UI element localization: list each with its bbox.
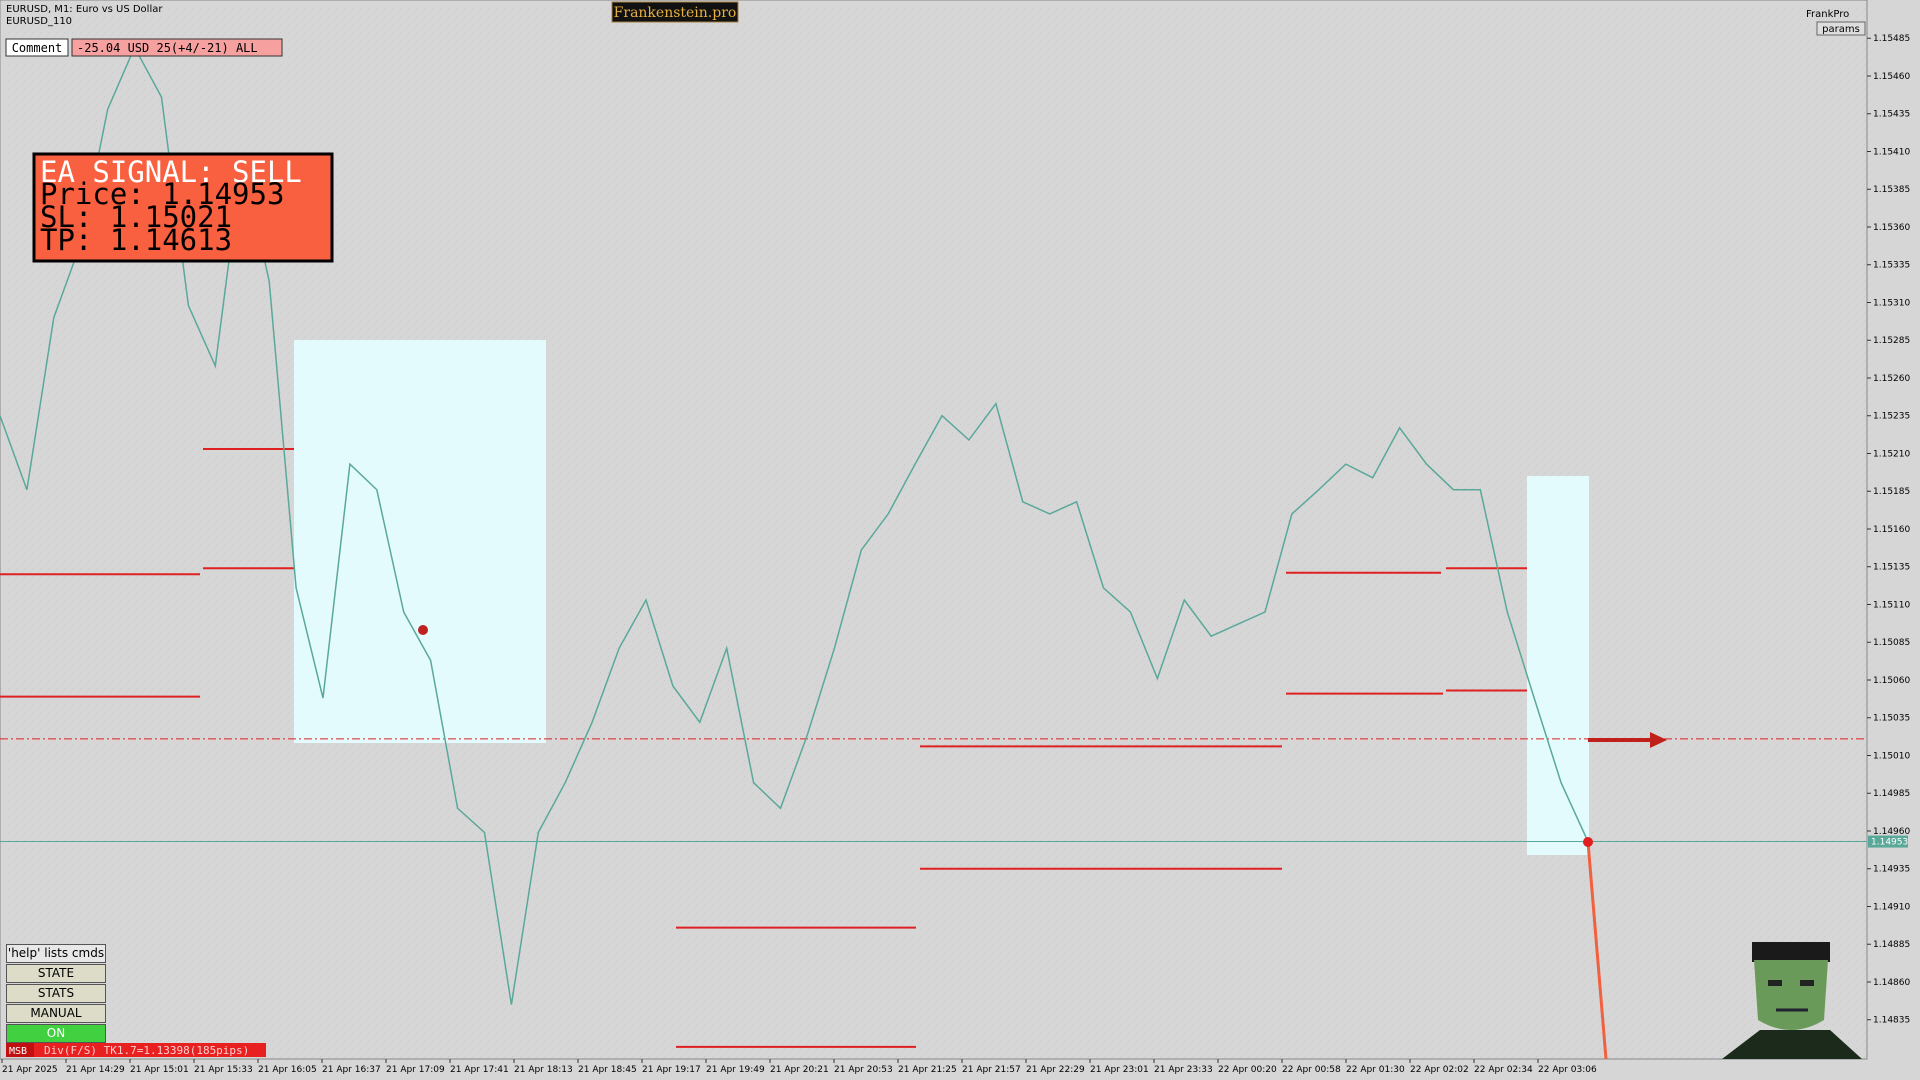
params-button[interactable] xyxy=(1816,21,1866,36)
stats-button[interactable]: STATS xyxy=(6,984,106,1003)
x-tick-label: 21 Apr 17:09 xyxy=(386,1065,445,1075)
params-label[interactable]: params xyxy=(1822,24,1860,35)
y-tick-label: 1.15385 xyxy=(1873,185,1910,195)
zone-box xyxy=(294,340,546,743)
template: EURUSD_110 xyxy=(6,16,72,27)
manual-button[interactable]: MANUAL xyxy=(6,1004,106,1023)
y-tick-label: 1.15335 xyxy=(1873,261,1910,271)
y-tick-label: 1.14885 xyxy=(1873,940,1910,950)
y-tick-label: 1.14835 xyxy=(1873,1016,1910,1026)
x-tick-label: 21 Apr 20:53 xyxy=(834,1065,893,1075)
x-tick-label: 21 Apr 23:01 xyxy=(1090,1065,1149,1075)
help-button[interactable]: 'help' lists cmds xyxy=(6,944,106,963)
y-tick-label: 1.15135 xyxy=(1873,563,1910,573)
on-button[interactable]: ON xyxy=(6,1024,106,1043)
x-tick-label: 21 Apr 2025 xyxy=(2,1065,58,1075)
x-tick-label: 21 Apr 16:37 xyxy=(322,1065,381,1075)
x-tick-label: 22 Apr 03:06 xyxy=(1538,1065,1597,1075)
x-tick-label: 22 Apr 01:30 xyxy=(1346,1065,1405,1075)
bid-label: 1.14953 xyxy=(1871,838,1908,848)
x-tick-label: 21 Apr 17:41 xyxy=(450,1065,509,1075)
x-tick-label: 21 Apr 23:33 xyxy=(1154,1065,1213,1075)
mascot xyxy=(1722,942,1862,1059)
y-tick-label: 1.15285 xyxy=(1873,336,1910,346)
y-tick-label: 1.15460 xyxy=(1873,72,1910,82)
state-button[interactable]: STATE xyxy=(6,964,106,983)
y-tick-label: 1.15085 xyxy=(1873,638,1910,648)
y-tick-label: 1.15260 xyxy=(1873,374,1910,384)
symbol: EURUSD, M1: Euro vs US Dollar xyxy=(6,4,163,15)
y-tick-label: 1.15235 xyxy=(1873,412,1910,422)
status-strip xyxy=(6,1043,266,1057)
signal-line: Price: 1.14953 xyxy=(40,177,284,211)
y-tick-label: 1.15310 xyxy=(1873,298,1910,308)
brand: Frankenstein.pro xyxy=(614,5,737,21)
x-tick-label: 21 Apr 14:29 xyxy=(66,1065,125,1075)
brand-box xyxy=(611,1,739,23)
y-tick-label: 1.15360 xyxy=(1873,223,1910,233)
y-tick-label: 1.15185 xyxy=(1873,487,1910,497)
signal-arrow-head xyxy=(1650,732,1667,748)
signal-box xyxy=(32,152,334,263)
x-tick-label: 22 Apr 00:20 xyxy=(1218,1065,1277,1075)
status-tag: MSB xyxy=(9,1046,27,1057)
signal-line: TP: 1.14613 xyxy=(40,223,232,257)
x-tick-label: 21 Apr 18:45 xyxy=(578,1065,637,1075)
x-tick-label: 22 Apr 02:02 xyxy=(1410,1065,1469,1075)
x-tick-label: 21 Apr 21:57 xyxy=(962,1065,1021,1075)
y-tick-label: 1.14935 xyxy=(1873,865,1910,875)
y-tick-label: 1.15035 xyxy=(1873,714,1910,724)
x-tick-label: 21 Apr 22:29 xyxy=(1026,1065,1085,1075)
y-tick-label: 1.15210 xyxy=(1873,449,1910,459)
comment-text: -25.04 USD 25(+4/-21) ALL xyxy=(77,41,258,55)
x-tick-label: 22 Apr 00:58 xyxy=(1282,1065,1341,1075)
y-tick-label: 1.14910 xyxy=(1873,902,1910,912)
x-tick-label: 22 Apr 02:34 xyxy=(1474,1065,1533,1075)
entry-marker xyxy=(418,625,428,635)
y-tick-label: 1.15160 xyxy=(1873,525,1910,535)
y-tick-label: 1.15060 xyxy=(1873,676,1910,686)
zone-box xyxy=(1527,476,1589,855)
x-tick-label: 21 Apr 15:33 xyxy=(194,1065,253,1075)
x-tick-label: 21 Apr 18:13 xyxy=(514,1065,573,1075)
y-tick-label: 1.14960 xyxy=(1873,827,1910,837)
comment-label: Comment xyxy=(12,41,63,55)
y-tick-label: 1.15435 xyxy=(1873,110,1910,120)
y-tick-label: 1.14985 xyxy=(1873,789,1910,799)
signal-line: SL: 1.15021 xyxy=(40,200,232,234)
signal-line: EA SIGNAL: SELL xyxy=(40,155,302,189)
y-tick-label: 1.15010 xyxy=(1873,751,1910,761)
entry-marker xyxy=(1583,837,1593,847)
y-tick-label: 1.14860 xyxy=(1873,978,1910,988)
x-tick-label: 21 Apr 20:21 xyxy=(770,1065,829,1075)
y-tick-label: 1.15485 xyxy=(1873,34,1910,44)
y-tick-label: 1.15110 xyxy=(1873,600,1910,610)
projection-line xyxy=(1586,841,1608,1060)
comment-label-box xyxy=(5,38,69,57)
x-tick-label: 21 Apr 21:25 xyxy=(898,1065,957,1075)
comment-box xyxy=(71,38,283,57)
status-tag-box xyxy=(6,1043,34,1057)
x-tick-label: 21 Apr 19:49 xyxy=(706,1065,765,1075)
bid-label-box xyxy=(1868,835,1908,848)
y-tick-label: 1.15410 xyxy=(1873,147,1910,157)
status-text: Div(F/S) TK1.7=1.13398(185pips) xyxy=(44,1044,249,1057)
x-tick-label: 21 Apr 19:17 xyxy=(642,1065,701,1075)
x-tick-label: 21 Apr 15:01 xyxy=(130,1065,189,1075)
account: FrankPro xyxy=(1806,9,1849,20)
x-tick-label: 21 Apr 16:05 xyxy=(258,1065,317,1075)
